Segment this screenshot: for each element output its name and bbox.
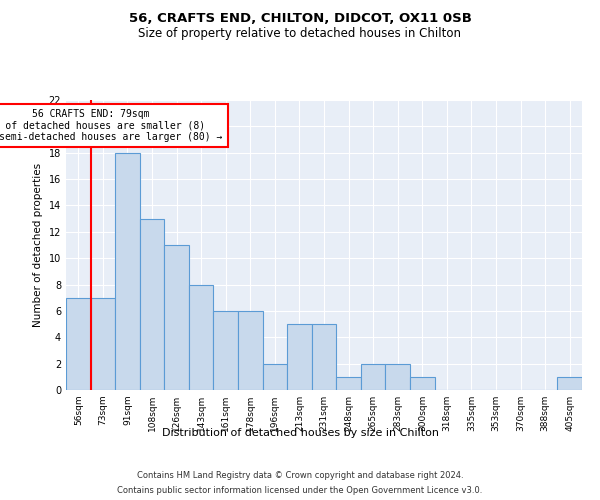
Bar bbox=[140, 218, 164, 390]
Bar bbox=[557, 377, 582, 390]
Bar bbox=[115, 152, 140, 390]
Bar bbox=[312, 324, 336, 390]
Y-axis label: Number of detached properties: Number of detached properties bbox=[33, 163, 43, 327]
Bar bbox=[385, 364, 410, 390]
Text: 56, CRAFTS END, CHILTON, DIDCOT, OX11 0SB: 56, CRAFTS END, CHILTON, DIDCOT, OX11 0S… bbox=[128, 12, 472, 26]
Bar bbox=[189, 284, 214, 390]
Bar bbox=[287, 324, 312, 390]
Bar bbox=[66, 298, 91, 390]
Bar bbox=[164, 245, 189, 390]
Text: 56 CRAFTS END: 79sqm
← 9% of detached houses are smaller (8)
90% of semi-detache: 56 CRAFTS END: 79sqm ← 9% of detached ho… bbox=[0, 109, 223, 142]
Text: Contains public sector information licensed under the Open Government Licence v3: Contains public sector information licen… bbox=[118, 486, 482, 495]
Bar bbox=[214, 311, 238, 390]
Bar bbox=[410, 377, 434, 390]
Text: Contains HM Land Registry data © Crown copyright and database right 2024.: Contains HM Land Registry data © Crown c… bbox=[137, 471, 463, 480]
Bar bbox=[91, 298, 115, 390]
Text: Size of property relative to detached houses in Chilton: Size of property relative to detached ho… bbox=[139, 28, 461, 40]
Bar bbox=[238, 311, 263, 390]
Text: Distribution of detached houses by size in Chilton: Distribution of detached houses by size … bbox=[161, 428, 439, 438]
Bar bbox=[263, 364, 287, 390]
Bar bbox=[361, 364, 385, 390]
Bar bbox=[336, 377, 361, 390]
